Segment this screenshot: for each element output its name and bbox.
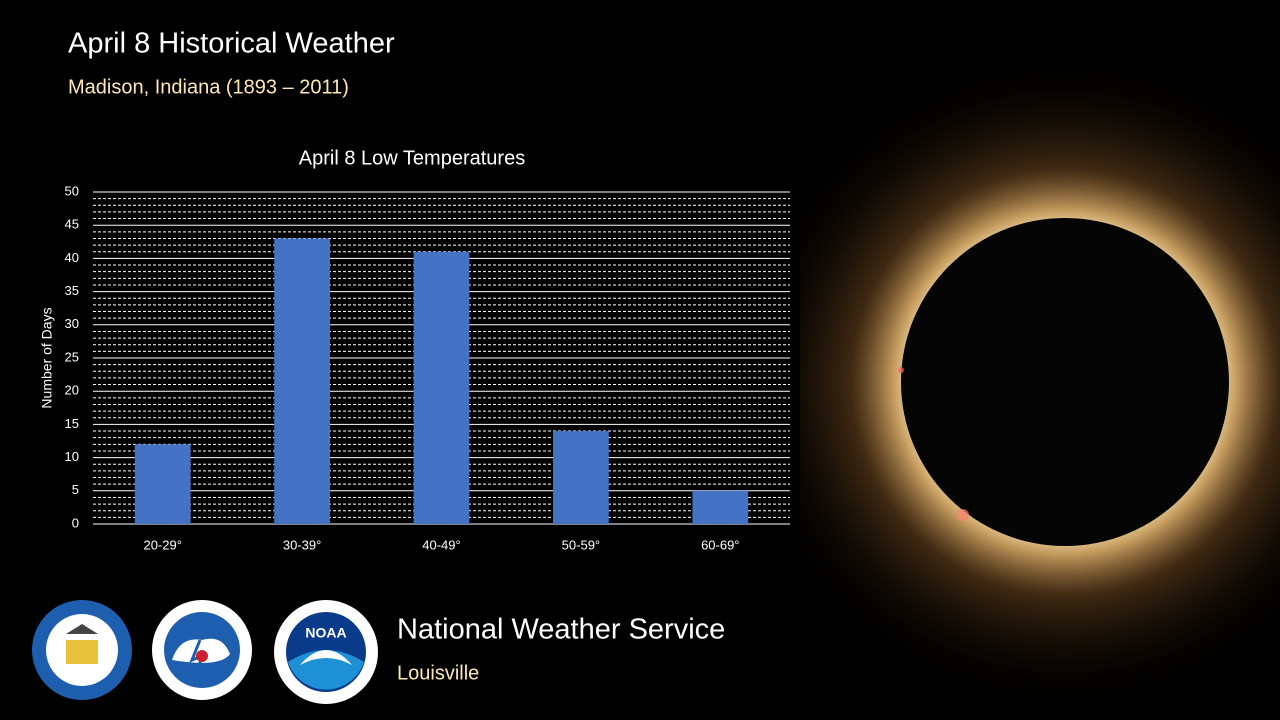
x-tick-label: 20-29° [143, 537, 181, 552]
y-tick-label: 40 [65, 250, 79, 265]
eclipse-photo [800, 0, 1280, 720]
logos: NOAA [32, 600, 378, 704]
organization: National Weather Service [397, 614, 725, 646]
slide-subtitle: Madison, Indiana (1893 – 2011) [68, 76, 349, 98]
bar [553, 431, 609, 524]
y-tick-label: 25 [65, 349, 79, 364]
y-axis-label: Number of Days [39, 307, 55, 408]
bar [692, 490, 749, 524]
bar [413, 251, 470, 524]
x-tick-label: 40-49° [422, 537, 460, 552]
x-tick-label: 30-39° [283, 537, 321, 552]
grid: 0 5 10 15 20 25 30 35 40 45 50 [65, 183, 790, 530]
y-tick-label: 0 [72, 515, 79, 530]
y-tick-label: 5 [72, 482, 79, 497]
bars: 20-29° 30-39° 40-49° 50-59° 60-69° [134, 238, 749, 552]
y-tick-label: 30 [65, 316, 79, 331]
chart-title: April 8 Low Temperatures [299, 147, 525, 169]
y-tick-label: 10 [65, 449, 79, 464]
y-tick-label: 35 [65, 283, 79, 298]
bar [274, 238, 330, 525]
y-tick-label: 15 [65, 416, 79, 431]
y-tick-label: 45 [65, 217, 79, 232]
slide-title: April 8 Historical Weather [68, 28, 395, 60]
x-tick-label: 50-59° [562, 537, 600, 552]
office: Louisville [397, 662, 479, 684]
bar [134, 444, 191, 524]
logo-text: NOAA [305, 625, 346, 641]
x-tick-label: 60-69° [701, 537, 739, 552]
y-tick-label: 20 [65, 383, 79, 398]
y-tick-label: 50 [65, 183, 79, 198]
